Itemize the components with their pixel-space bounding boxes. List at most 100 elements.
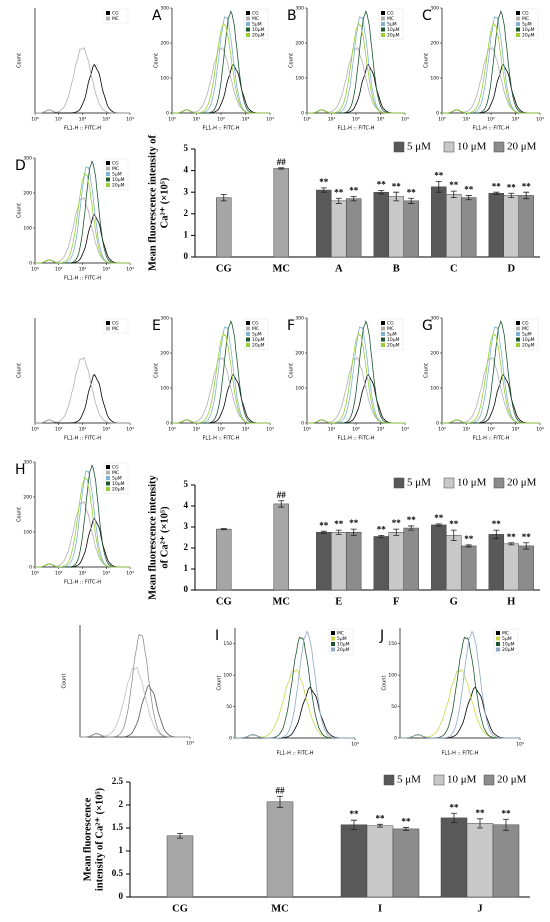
- legend-swatch: [381, 11, 385, 15]
- panel-letter: H: [15, 462, 26, 478]
- legend-label: 5 μM: [407, 477, 431, 489]
- legend-swatch: [106, 326, 110, 331]
- legend-swatch: [106, 161, 110, 165]
- histogram-curve: [80, 633, 190, 738]
- legend-label: MC: [252, 326, 259, 332]
- legend-label: CG: [387, 11, 394, 17]
- legend-swatch: [106, 172, 110, 176]
- legend-label: 5μM: [522, 332, 532, 338]
- x-tick-label: 10⁰: [168, 117, 176, 123]
- panel-letter: D: [15, 158, 26, 174]
- error-bar: [408, 197, 415, 204]
- legend-swatch: [493, 141, 505, 153]
- bar: [488, 534, 505, 591]
- y-tick-label: 0: [29, 261, 32, 267]
- x-tick-label: 10⁰: [438, 117, 446, 123]
- x-tick-label: 10¹: [55, 427, 63, 433]
- y-tick-label: 2.5: [112, 776, 124, 786]
- y-tick-label: 200: [23, 191, 32, 197]
- error-bar: [508, 192, 515, 198]
- legend-swatch: [246, 33, 250, 37]
- error-bar: [450, 190, 457, 198]
- histogram-curve: [172, 63, 270, 114]
- legend-label: 20μM: [112, 183, 125, 189]
- legend-label: 5μM: [252, 332, 262, 338]
- y-tick-label: 200: [160, 41, 169, 47]
- y-axis-label: Count: [289, 53, 295, 68]
- y-tick-label: 150: [388, 641, 397, 647]
- legend-swatch: [381, 27, 385, 32]
- x-tick-label: CG: [172, 903, 188, 914]
- legend-label: 20 μM: [507, 477, 537, 489]
- legend-label: 5μM: [387, 332, 397, 338]
- x-tick-label: D: [507, 263, 515, 274]
- y-tick-label: 300: [160, 6, 169, 12]
- legend-swatch: [381, 337, 385, 342]
- legend-swatch: [433, 774, 445, 786]
- x-tick-label: 10²: [79, 267, 87, 273]
- legend-swatch: [106, 481, 110, 486]
- significance-mark: **: [402, 817, 412, 827]
- error-bar: [403, 827, 409, 831]
- significance-mark: **: [319, 520, 329, 530]
- y-axis-label: Count: [17, 363, 23, 378]
- error-bar: [477, 818, 483, 829]
- legend-swatch: [443, 141, 455, 153]
- panel-letter: B: [287, 8, 297, 24]
- y-tick-label: 0: [184, 584, 189, 594]
- legend-swatch: [331, 631, 335, 635]
- x-tick-label: J: [477, 903, 482, 914]
- legend-label: 10μM: [387, 337, 400, 343]
- x-tick-label: 10³: [512, 117, 520, 123]
- x-axis-label: FL1-H :: FITC-H: [202, 436, 239, 442]
- x-axis-label: FL1-H :: FITC-H: [64, 436, 101, 442]
- legend-label: 20 μM: [497, 774, 527, 786]
- histogram-curve: [235, 686, 355, 739]
- x-axis-label: FL1-H :: FITC-H: [202, 126, 239, 132]
- legend-label: 20μM: [112, 487, 125, 493]
- y-tick-label: 1: [184, 229, 189, 239]
- x-axis-label: FL1-H :: FITC-H: [441, 751, 478, 757]
- y-tick-label: 0: [301, 421, 304, 427]
- y-tick-label: 4: [184, 500, 189, 510]
- x-tick-label: MC: [273, 596, 291, 607]
- legend-label: 10μM: [252, 337, 265, 343]
- y-tick-label: 200: [295, 41, 304, 47]
- legend-label: MC: [337, 631, 344, 637]
- legend-swatch: [516, 33, 520, 37]
- significance-mark: **: [319, 177, 329, 187]
- x-tick-label: 10¹: [55, 117, 63, 123]
- y-tick-label: 300: [160, 316, 169, 322]
- error-bar: [351, 819, 357, 830]
- histogram-panel: Count 10⁴: [62, 625, 194, 747]
- error-bar: [335, 197, 342, 204]
- histogram-curve: [35, 373, 130, 424]
- bar: [273, 168, 289, 258]
- bar: [446, 535, 462, 591]
- legend-swatch: [106, 11, 110, 15]
- legend-swatch: [516, 22, 520, 26]
- legend-label: MC: [112, 16, 119, 22]
- bar: [460, 545, 477, 591]
- bar: [466, 823, 494, 898]
- y-axis-label: Count: [17, 203, 23, 218]
- y-tick-label: 0: [394, 736, 397, 742]
- legend-label: 10μM: [522, 27, 535, 33]
- significance-mark: **: [464, 534, 474, 544]
- x-tick-label: MC: [273, 263, 291, 274]
- bar: [331, 200, 347, 258]
- error-bar: [465, 544, 472, 548]
- panel-letter: A: [152, 8, 162, 24]
- legend-swatch: [516, 16, 520, 21]
- x-tick-label: 10³: [377, 117, 385, 123]
- legend-label: 5 μM: [397, 774, 421, 786]
- y-tick-label: 0: [166, 421, 169, 427]
- error-bar: [350, 528, 357, 536]
- y-axis-label: intensity of Ca²⁺ (×10⁵): [94, 787, 105, 891]
- significance-mark: **: [434, 170, 444, 180]
